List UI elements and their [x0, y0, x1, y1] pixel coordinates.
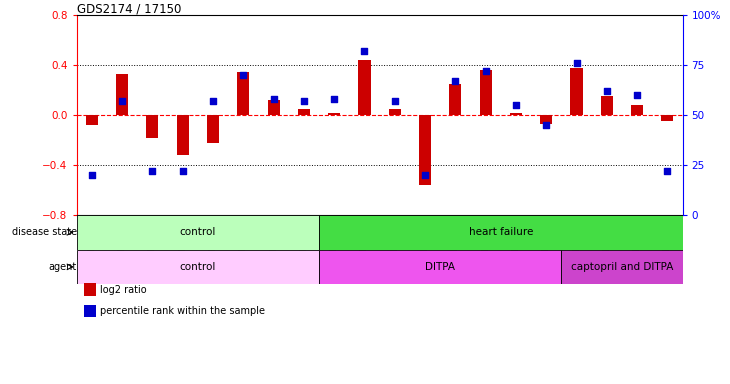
Bar [319, 215, 683, 250]
Text: heart failure: heart failure [469, 227, 533, 237]
Text: disease state: disease state [12, 227, 77, 237]
Bar [267, 100, 280, 115]
Point [601, 88, 612, 94]
Point [358, 48, 370, 55]
Bar [298, 109, 310, 115]
Bar [480, 70, 492, 115]
Bar [177, 115, 189, 155]
Bar [540, 115, 553, 124]
Point [510, 102, 522, 108]
Point [328, 96, 340, 102]
Bar [510, 113, 522, 115]
Point [450, 78, 461, 84]
Text: captopril and DITPA: captopril and DITPA [571, 262, 673, 272]
Bar [631, 105, 643, 115]
Bar [388, 109, 401, 115]
Point [661, 168, 673, 174]
Bar [85, 115, 98, 125]
Text: percentile rank within the sample: percentile rank within the sample [100, 306, 265, 316]
Point [207, 98, 219, 104]
Bar [77, 250, 319, 284]
Point [419, 172, 431, 178]
Bar [207, 115, 219, 142]
Text: agent: agent [48, 262, 77, 272]
Bar [570, 68, 583, 115]
Point [268, 96, 280, 102]
Bar [116, 74, 128, 115]
Bar [561, 250, 683, 284]
Point [147, 168, 158, 174]
Point [177, 168, 188, 174]
Bar [319, 250, 561, 284]
Point [86, 172, 98, 178]
Bar [328, 113, 340, 115]
Point [389, 98, 401, 104]
Text: control: control [180, 227, 216, 237]
Point [631, 92, 643, 98]
Point [571, 60, 583, 66]
Bar [77, 215, 319, 250]
Bar [449, 84, 461, 115]
Text: DITPA: DITPA [425, 262, 456, 272]
Point [298, 98, 310, 104]
Point [480, 68, 491, 74]
Bar [419, 115, 431, 185]
Bar [358, 60, 371, 115]
Bar [601, 96, 613, 115]
Bar [237, 71, 250, 115]
Text: GDS2174 / 17150: GDS2174 / 17150 [77, 2, 181, 15]
Text: control: control [180, 262, 216, 272]
Point [116, 98, 128, 104]
Text: log2 ratio: log2 ratio [100, 285, 147, 295]
Bar [146, 115, 158, 138]
Bar [661, 115, 674, 121]
Point [237, 72, 249, 78]
Point [540, 122, 552, 128]
